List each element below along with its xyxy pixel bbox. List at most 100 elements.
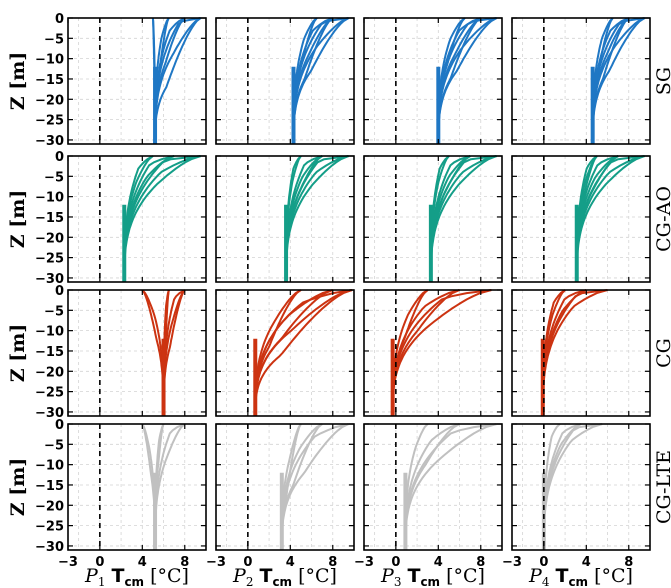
panel-cg-p4 [511,289,651,417]
x-label-index: 3 [394,575,402,588]
y-tick-label: −5 [44,438,64,453]
panel-frame [363,423,503,551]
x-tick-label: 0 [95,555,104,570]
y-tick-label: −15 [35,211,64,226]
x-axis-label-p3: P3 Tcm [°C] [380,565,485,588]
x-label-unit: T [259,565,272,587]
x-label-unit-rest: [°C] [292,565,337,587]
panel-sg-p1 [67,17,207,145]
panel-frame [67,17,207,145]
panel-frame [511,17,651,145]
x-tick-label: −3 [354,555,374,570]
panel-frame [363,155,503,283]
panel-frame [363,17,503,145]
y-tick-label: −10 [35,191,64,206]
series-profiles [390,289,492,416]
panel-frame [215,423,355,551]
x-label-profile: P [528,565,543,587]
panel-sg-p3 [363,17,503,145]
x-axis-label-p2: P2 Tcm [°C] [232,565,337,588]
profile-line-4 [391,289,492,416]
panel-cg-p1 [67,289,207,417]
x-tick-label: 0 [539,555,548,570]
row-label: CG-LTE [653,450,671,524]
profile-line-4 [404,423,497,550]
row-label: CG [653,338,671,368]
y-tick-label: −25 [35,252,64,267]
x-label-unit: T [407,565,420,587]
x-tick-label: 4 [582,555,591,570]
panel-frame [215,289,355,417]
profile-line-6 [154,17,186,144]
profile-line-1 [391,289,492,416]
x-tick-label: −3 [206,555,226,570]
profile-line-5 [391,289,460,416]
x-axis-label-p1: P1 Tcm [°C] [84,565,189,588]
x-axis-label-p4: P4 Tcm [°C] [528,565,633,588]
series-profiles [122,155,202,282]
y-axis-label: Z [m] [7,190,29,249]
y-tick-label: −15 [35,73,64,88]
x-label-unit-sub: cm [124,575,144,588]
series-profiles [291,17,350,144]
y-tick-label: 0 [55,418,64,433]
y-tick-label: −5 [44,304,64,319]
panel-cg-ao-p1 [67,155,207,283]
panel-frame [363,289,503,417]
y-tick-label: −20 [35,93,64,108]
panel-cg-lte-p2 [215,423,355,551]
x-tick-label: 8 [476,555,485,570]
panel-sg-p2 [215,17,355,145]
y-tick-label: 0 [55,150,64,165]
x-label-profile: P [380,565,395,587]
panel-sg-p4 [511,17,651,145]
panel-frame [67,289,207,417]
series-profiles [141,423,186,550]
series-profiles [574,155,646,282]
profile-line-7 [591,17,646,144]
profile-line-4 [542,423,603,550]
series-profiles [590,17,646,144]
x-label-profile: P [84,565,99,587]
profile-line-1 [591,17,645,144]
x-tick-label: −3 [502,555,522,570]
panel-cg-ao-p3 [363,155,503,283]
profile-line-7 [285,155,350,282]
y-tick-label: −10 [35,459,64,474]
x-label-unit-rest: [°C] [144,565,189,587]
x-label-index: 1 [98,575,106,588]
series-profiles [141,289,186,416]
panel-frame [67,155,207,283]
x-label-unit-rest: [°C] [588,565,633,587]
panel-cg-p2 [215,289,355,417]
y-tick-label: −20 [35,499,64,514]
panel-frame [215,155,355,283]
panel-frame [215,17,355,145]
row-label: CG-AO [653,186,671,252]
y-tick-label: −30 [35,134,64,149]
y-tick-label: −15 [35,479,64,494]
panel-frame [511,155,651,283]
profile-line-5 [404,423,460,550]
y-tick-label: −25 [35,520,64,535]
y-axis-label: Z [m] [7,324,29,383]
x-tick-label: 0 [391,555,400,570]
series-profiles [284,155,350,282]
x-tick-label: 8 [328,555,337,570]
y-tick-label: −30 [35,272,64,287]
profile-line-1 [542,423,603,550]
x-tick-label: 8 [180,555,189,570]
x-label-unit-rest: [°C] [440,565,485,587]
y-axis-label: Z [m] [7,458,29,517]
row-label: SG [653,67,671,95]
x-label-unit-sub: cm [568,575,588,588]
x-label-unit: T [555,565,568,587]
series-profiles [540,289,608,416]
panel-cg-lte-p3 [363,423,503,551]
series-profiles [279,423,350,550]
x-tick-label: 4 [286,555,295,570]
profile-line-4 [285,155,349,282]
series-profiles [436,17,498,144]
panel-frame [511,289,651,417]
y-tick-label: −30 [35,406,64,421]
